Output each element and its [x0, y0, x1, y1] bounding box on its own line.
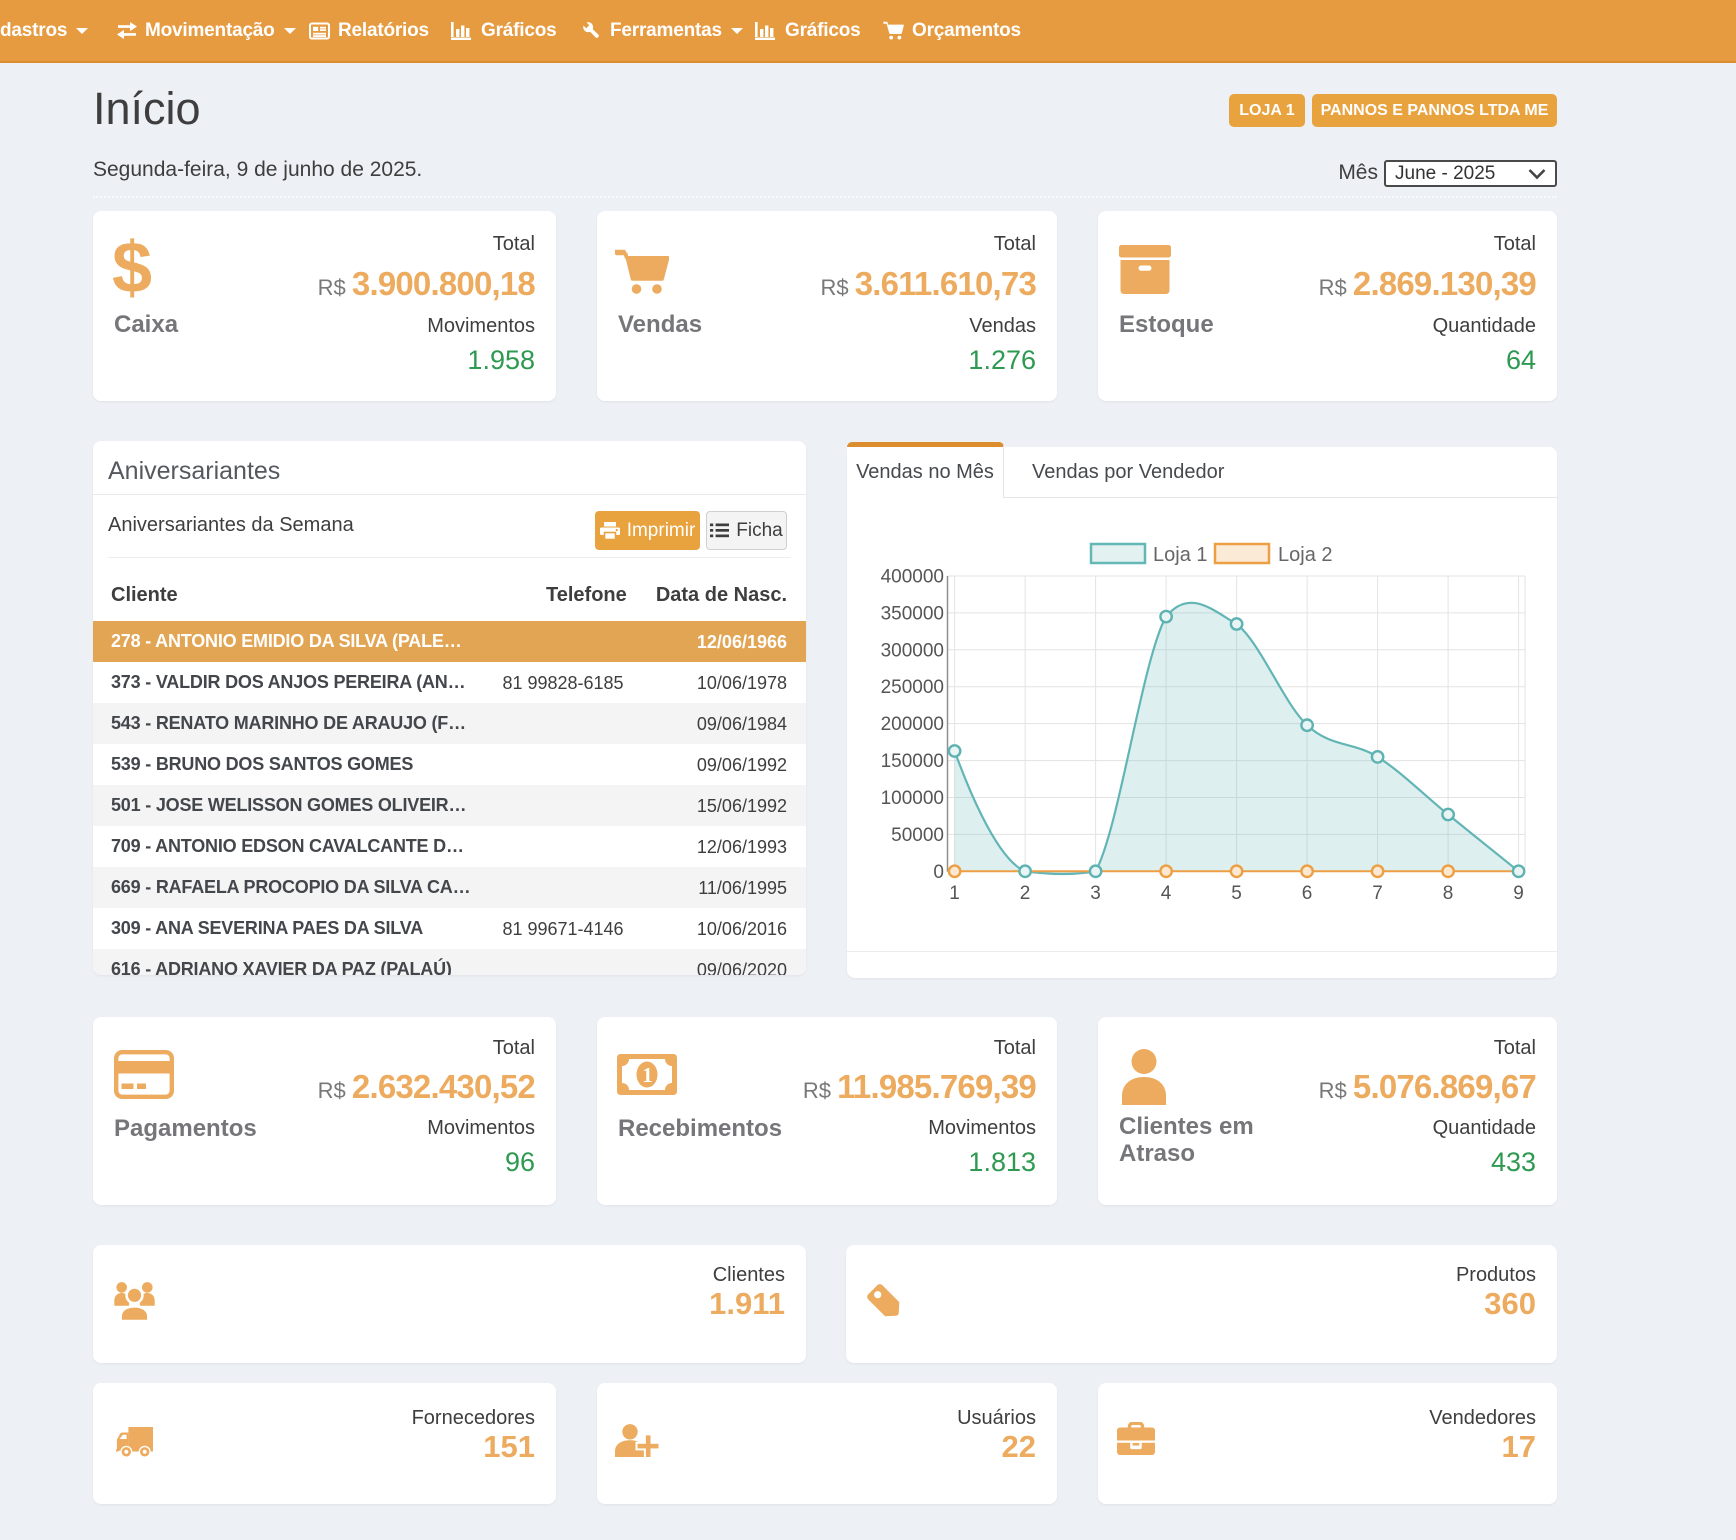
svg-text:4: 4	[1161, 883, 1172, 904]
svg-text:1: 1	[642, 1063, 653, 1087]
svg-text:7: 7	[1372, 883, 1383, 904]
svg-text:1: 1	[949, 883, 960, 904]
svg-text:Loja 1: Loja 1	[1153, 544, 1208, 566]
svg-text:8: 8	[1443, 883, 1454, 904]
svg-text:5: 5	[1231, 883, 1242, 904]
svg-text:50000: 50000	[891, 825, 944, 846]
svg-text:350000: 350000	[881, 603, 944, 624]
svg-text:Loja 2: Loja 2	[1278, 544, 1333, 566]
svg-text:300000: 300000	[881, 640, 944, 661]
svg-text:100000: 100000	[881, 788, 944, 809]
svg-text:200000: 200000	[881, 714, 944, 735]
svg-text:400000: 400000	[881, 567, 944, 588]
svg-text:0: 0	[933, 862, 944, 883]
svg-text:6: 6	[1302, 883, 1313, 904]
svg-text:250000: 250000	[881, 677, 944, 698]
svg-text:9: 9	[1513, 883, 1524, 904]
svg-text:2: 2	[1020, 883, 1031, 904]
svg-text:3: 3	[1090, 883, 1101, 904]
svg-text:150000: 150000	[881, 751, 944, 772]
